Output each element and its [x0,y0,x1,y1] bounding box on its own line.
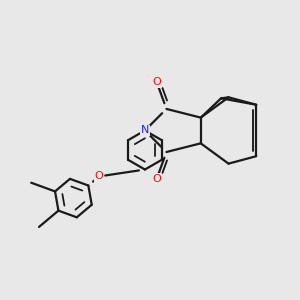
Text: O: O [95,171,103,182]
Text: O: O [152,174,161,184]
Text: N: N [141,125,149,136]
Text: O: O [152,77,161,87]
